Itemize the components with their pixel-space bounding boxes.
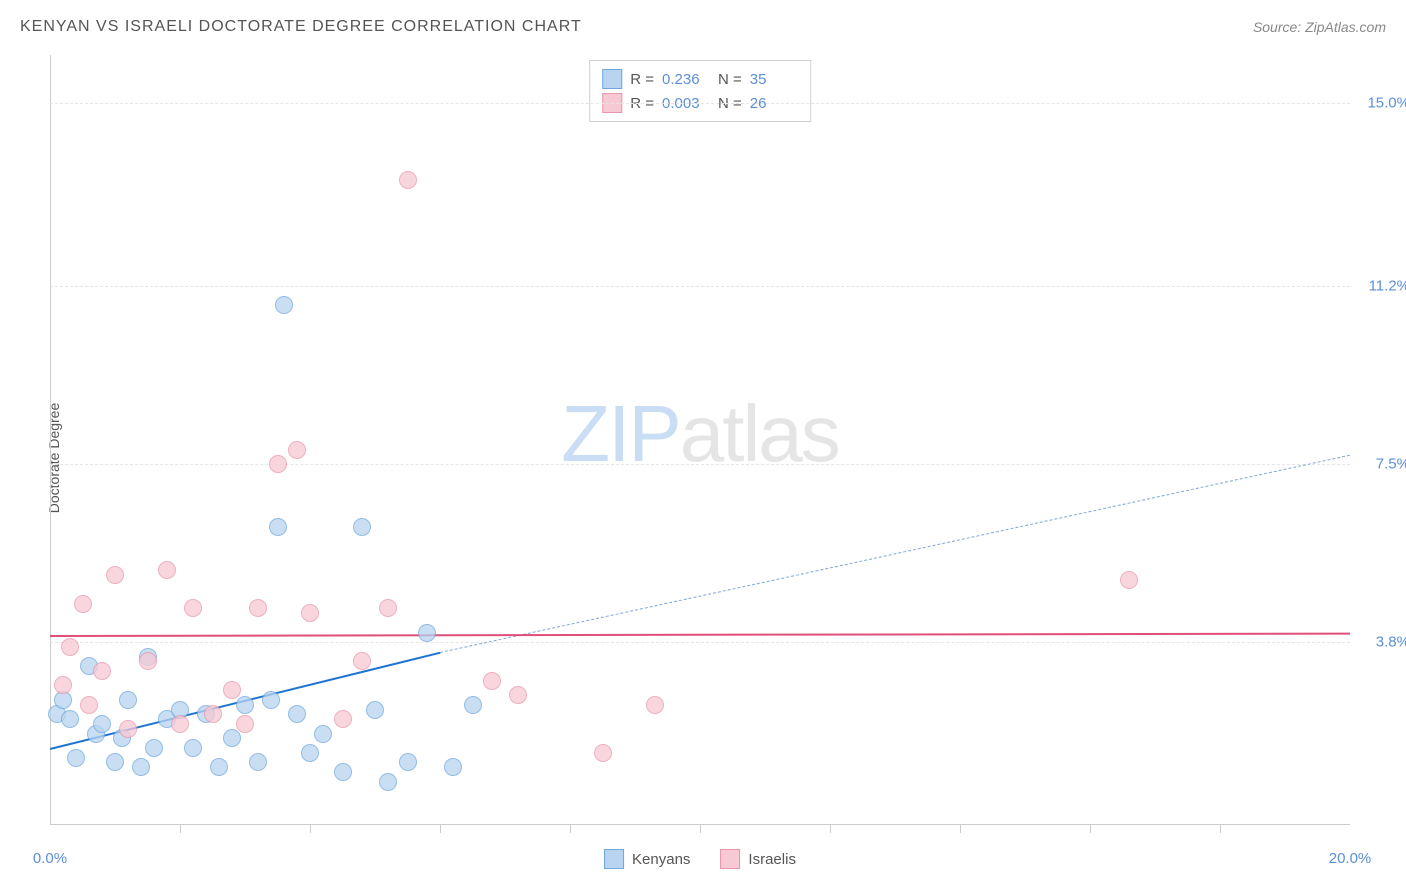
data-point-kenyans: [106, 753, 124, 771]
data-point-israelis: [334, 710, 352, 728]
data-point-kenyans: [334, 763, 352, 781]
legend-series: Kenyans Israelis: [604, 849, 796, 869]
gridline-h: [50, 464, 1350, 465]
n-value-kenyans: 35: [750, 71, 798, 88]
data-point-israelis: [646, 696, 664, 714]
n-label: N =: [718, 71, 742, 88]
data-point-kenyans: [269, 518, 287, 536]
data-point-kenyans: [444, 758, 462, 776]
data-point-kenyans: [288, 705, 306, 723]
data-point-israelis: [184, 599, 202, 617]
data-point-kenyans: [418, 624, 436, 642]
data-point-israelis: [594, 744, 612, 762]
data-point-kenyans: [379, 773, 397, 791]
data-point-israelis: [80, 696, 98, 714]
data-point-israelis: [204, 705, 222, 723]
data-point-israelis: [74, 595, 92, 613]
legend-swatch-kenyans: [602, 69, 622, 89]
data-point-israelis: [483, 672, 501, 690]
data-point-israelis: [158, 561, 176, 579]
r-label: R =: [630, 71, 654, 88]
data-point-kenyans: [93, 715, 111, 733]
y-tick-label: 11.2%: [1369, 278, 1406, 295]
legend-swatch-israelis-icon: [720, 849, 740, 869]
data-point-kenyans: [61, 710, 79, 728]
data-point-kenyans: [366, 701, 384, 719]
r-value-kenyans: 0.236: [662, 71, 710, 88]
x-tick-label: 0.0%: [33, 850, 67, 867]
data-point-israelis: [1120, 571, 1138, 589]
data-point-israelis: [106, 566, 124, 584]
data-point-kenyans: [223, 729, 241, 747]
data-point-kenyans: [249, 753, 267, 771]
chart-area: Doctorate Degree ZIPatlas R = 0.236 N = …: [50, 55, 1350, 845]
trendline-dashed: [440, 454, 1350, 652]
x-tick: [830, 825, 831, 833]
data-point-israelis: [509, 686, 527, 704]
data-point-israelis: [93, 662, 111, 680]
data-point-israelis: [301, 604, 319, 622]
legend-stats-box: R = 0.236 N = 35 R = 0.003 N = 26: [589, 60, 811, 122]
data-point-israelis: [171, 715, 189, 733]
data-point-israelis: [139, 652, 157, 670]
y-tick-label: 3.8%: [1376, 634, 1406, 651]
chart-title: KENYAN VS ISRAELI DOCTORATE DEGREE CORRE…: [20, 18, 582, 36]
data-point-kenyans: [399, 753, 417, 771]
data-point-israelis: [399, 171, 417, 189]
legend-item-israelis: Israelis: [720, 849, 796, 869]
data-point-kenyans: [275, 296, 293, 314]
chart-header: KENYAN VS ISRAELI DOCTORATE DEGREE CORRE…: [20, 18, 1386, 36]
data-point-israelis: [54, 676, 72, 694]
legend-label-kenyans: Kenyans: [632, 851, 690, 868]
gridline-h: [50, 103, 1350, 104]
legend-stats-row-kenyans: R = 0.236 N = 35: [602, 67, 798, 91]
data-point-kenyans: [236, 696, 254, 714]
data-point-kenyans: [119, 691, 137, 709]
data-point-kenyans: [262, 691, 280, 709]
gridline-h: [50, 286, 1350, 287]
data-point-israelis: [61, 638, 79, 656]
x-tick: [960, 825, 961, 833]
watermark: ZIPatlas: [561, 388, 838, 480]
x-tick: [440, 825, 441, 833]
data-point-kenyans: [210, 758, 228, 776]
gridline-h: [50, 642, 1350, 643]
source-label: Source:: [1253, 19, 1301, 35]
source-attribution: Source: ZipAtlas.com: [1253, 19, 1386, 35]
x-tick: [180, 825, 181, 833]
data-point-kenyans: [464, 696, 482, 714]
data-point-israelis: [249, 599, 267, 617]
legend-label-israelis: Israelis: [748, 851, 796, 868]
data-point-kenyans: [145, 739, 163, 757]
data-point-kenyans: [314, 725, 332, 743]
data-point-israelis: [353, 652, 371, 670]
plot-region: ZIPatlas R = 0.236 N = 35 R = 0.003 N = …: [50, 55, 1350, 845]
data-point-kenyans: [67, 749, 85, 767]
data-point-kenyans: [184, 739, 202, 757]
data-point-israelis: [379, 599, 397, 617]
y-tick-label: 7.5%: [1376, 456, 1406, 473]
x-tick-label: 20.0%: [1329, 850, 1372, 867]
data-point-israelis: [119, 720, 137, 738]
data-point-kenyans: [353, 518, 371, 536]
data-point-israelis: [236, 715, 254, 733]
x-tick: [1090, 825, 1091, 833]
data-point-kenyans: [132, 758, 150, 776]
source-name: ZipAtlas.com: [1305, 19, 1386, 35]
data-point-israelis: [269, 455, 287, 473]
x-tick: [570, 825, 571, 833]
legend-item-kenyans: Kenyans: [604, 849, 690, 869]
data-point-kenyans: [301, 744, 319, 762]
x-tick: [700, 825, 701, 833]
y-tick-label: 15.0%: [1367, 95, 1406, 112]
legend-swatch-kenyans-icon: [604, 849, 624, 869]
x-tick: [1220, 825, 1221, 833]
data-point-israelis: [223, 681, 241, 699]
data-point-israelis: [288, 441, 306, 459]
trendline: [50, 633, 1350, 637]
x-tick: [310, 825, 311, 833]
